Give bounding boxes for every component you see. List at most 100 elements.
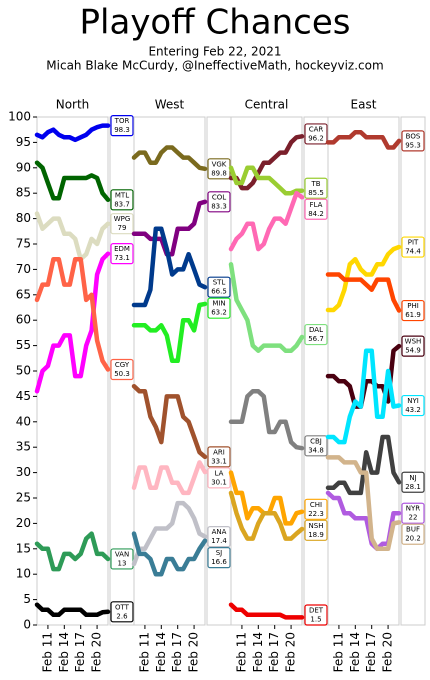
end-label-box [401,299,425,322]
series-line [131,199,208,257]
end-value-label: 22 [409,514,418,522]
subtitle: Entering Feb 22, 2021 [148,45,281,59]
end-label-box [207,526,231,548]
legend-label: OTT [115,603,130,611]
end-value-label: 1.5 [310,616,321,624]
x-tick-label: Feb 11 [137,632,151,672]
x-tick-label: Feb 11 [40,632,54,672]
x-tick-label: Feb 17 [73,632,87,672]
label-frame [400,116,426,626]
legend-label: BOS [406,132,421,140]
legend-label: ARI [213,448,225,456]
end-label-box [110,243,134,265]
end-value-label: 89.8 [211,169,227,177]
y-tick-label: 80 [16,211,31,225]
series-line [131,145,208,172]
end-label-box [207,297,231,319]
y-tick-label: 95 [16,135,31,149]
y-tick-label: 0 [23,618,31,632]
end-value-label: 56.7 [308,335,324,343]
end-label-box [304,123,328,145]
series-line [325,455,402,552]
series-line [131,500,208,567]
end-value-label: 74.4 [405,248,421,256]
y-tick-label: 20 [16,516,31,530]
end-value-label: 22.3 [308,510,324,518]
series-line [34,160,111,203]
end-label-box [304,519,328,541]
series-line [34,256,111,372]
x-tick-label: Feb 14 [348,632,362,672]
legend-label: CHI [310,501,322,509]
series-line [131,226,208,308]
end-value-label: 2.6 [116,612,128,620]
end-label-box [401,236,425,258]
x-tick-label: Feb 20 [284,632,298,672]
legend-label: NYI [407,397,419,405]
series-line [325,129,402,150]
legend-label: NSH [309,522,324,530]
panel-title: Central [245,98,289,112]
x-tick-label: Feb 14 [154,632,168,672]
legend-label: NYR [406,505,421,513]
series-line [131,301,208,364]
end-label-box [304,498,328,520]
y-tick-label: 5 [23,592,31,606]
series-line [325,244,402,313]
series-line [131,531,208,577]
end-value-label: 84.2 [308,210,324,218]
end-label-box [304,323,328,346]
series-line [228,602,305,620]
end-label-box [207,191,231,213]
x-tick-label: Feb 14 [57,632,71,672]
chart-title: Playoff Chances [80,3,351,43]
end-value-label: 34.8 [308,446,324,454]
series-line [228,134,305,191]
end-label-box [401,523,425,545]
legend-label: VAN [115,550,129,558]
end-value-label: 63.2 [211,309,227,317]
end-value-label: 96.2 [308,134,324,142]
y-tick-label: 15 [16,541,31,555]
y-tick-label: 25 [16,491,31,505]
legend-label: TB [310,180,320,188]
end-label-box [110,601,134,623]
legend-label: CBJ [310,437,322,445]
end-label-box [401,394,425,417]
x-tick-label: Feb 20 [381,632,395,672]
y-tick-label: 30 [16,465,31,479]
end-label-box [304,198,328,220]
legend-label: SJ [216,549,223,557]
plot-frame [230,116,303,626]
legend-label: DET [309,607,324,615]
end-value-label: 13 [118,559,127,567]
legend-label: PHI [407,302,419,310]
y-tick-label: 100 [8,110,31,124]
series-line [228,262,305,353]
y-tick-label: 85 [16,186,31,200]
y-tick-label: 90 [16,160,31,174]
end-label-box [207,467,231,489]
end-label-box [401,471,425,493]
x-tick-label: Feb 20 [90,632,104,672]
end-value-label: 73.1 [114,254,130,262]
x-tick-label: Feb 11 [234,632,248,672]
legend-label: COL [212,193,226,201]
legend-label: ANA [212,528,227,536]
legend-label: EDM [114,245,130,253]
series-line [228,470,305,526]
legend-label: VGK [212,160,227,168]
end-value-label: 98.3 [114,126,130,134]
legend-label: WSH [405,338,422,346]
y-tick-label: 45 [16,389,31,403]
legend-label: CGY [115,361,130,369]
y-tick-label: 70 [16,262,31,276]
series-line [34,211,111,262]
series-line [34,602,111,618]
legend-label: TOR [114,117,130,125]
end-value-label: 85.5 [308,189,324,197]
end-value-label: 20.2 [405,535,421,543]
series-line [325,434,402,496]
series-line [228,389,305,451]
